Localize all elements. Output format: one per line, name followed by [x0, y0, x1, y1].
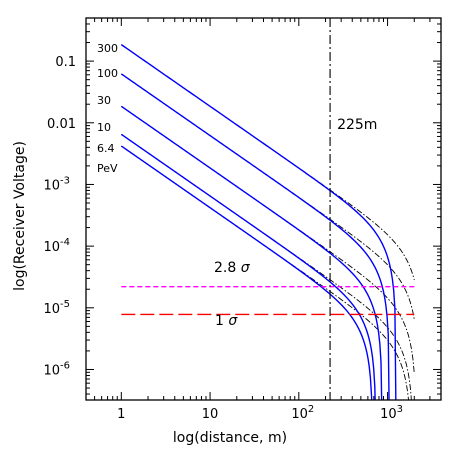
energy-label-2: 100: [97, 67, 118, 80]
x-tick-label-1: 1: [117, 407, 125, 422]
series-solid-100: [120, 73, 390, 400]
plot-marks: [120, 18, 415, 400]
x-tick-label-2: 10: [202, 407, 219, 422]
x-axis-title: log(distance, m): [173, 430, 287, 446]
energy-label-4: 10: [97, 121, 111, 134]
y-tick-label-6: 0.1: [55, 55, 76, 70]
series-solid-30: [120, 105, 383, 400]
energy-label-3: 30: [97, 94, 111, 107]
series-solid-10: [120, 133, 376, 400]
y-tick-label-1: 10-6: [43, 360, 70, 378]
y-tick-label-4: 10-3: [43, 175, 70, 193]
axis-ticks: [85, 17, 442, 400]
energy-label-5: 6.4: [97, 142, 115, 155]
series-solid-6-4: [120, 145, 373, 400]
y-tick-label-2: 10-5: [43, 299, 70, 317]
series-solid-300: [120, 44, 397, 400]
y-tick-label-5: 0.01: [47, 117, 76, 132]
x-tick-label-3: 102: [291, 404, 314, 422]
energy-label-6: PeV: [97, 162, 118, 175]
threshold-label-1: 2.8 σ: [214, 260, 251, 276]
vertical-line-label: 225m: [337, 117, 377, 133]
y-tick-label-3: 10-4: [43, 237, 70, 255]
y-axis-title: log(Receiver Voltage): [12, 141, 28, 291]
threshold-label-2: 1 σ: [215, 313, 238, 329]
x-tick-label-4: 103: [380, 404, 403, 422]
energy-label-1: 300: [97, 42, 118, 55]
axis-labels: 1 10 102 103 10-6 10-5 10-4 10-3 0.01 0.1 300 100 30…: [43, 42, 403, 422]
